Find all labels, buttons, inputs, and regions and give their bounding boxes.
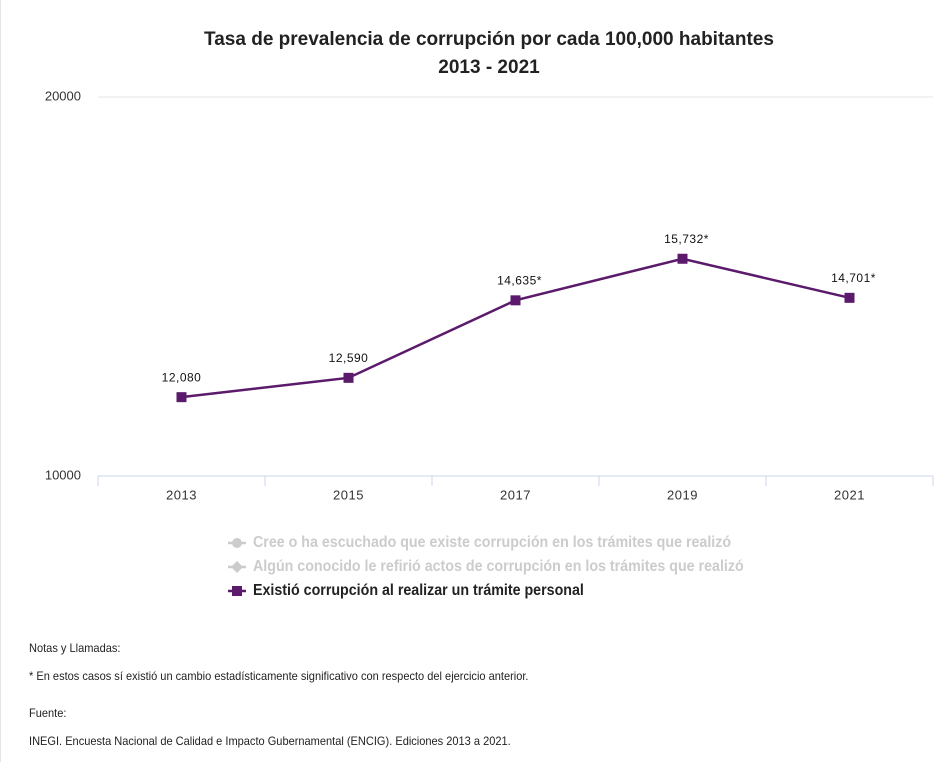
notes-text: * En estos casos sí existió un cambio es…: [29, 669, 529, 683]
x-tick-label: 2013: [166, 487, 197, 502]
data-label: 12,590: [329, 351, 369, 365]
legend-label: Algún conocido le refirió actos de corru…: [253, 559, 744, 576]
point: [677, 253, 688, 264]
data-label: 15,732*: [664, 232, 709, 246]
legend-symbol: [232, 538, 242, 548]
point: [176, 392, 187, 403]
chart-title: Tasa de prevalencia de corrupción por ca…: [204, 29, 774, 50]
point: [510, 295, 521, 306]
y-tick-label: 10000: [45, 467, 81, 482]
x-tick-label: 2017: [500, 487, 531, 502]
legend-symbol: [231, 561, 243, 573]
notes-title: Notas y Llamadas:: [29, 641, 121, 655]
legend-label: Cree o ha escuchado que existe corrupció…: [253, 535, 731, 552]
point: [844, 292, 855, 303]
point: [343, 372, 354, 383]
x-tick-label: 2019: [667, 487, 698, 502]
source-text: INEGI. Encuesta Nacional de Calidad e Im…: [29, 734, 511, 748]
chart: Tasa de prevalencia de corrupción por ca…: [45, 29, 934, 600]
data-label: 14,701*: [831, 271, 876, 285]
legend-symbol: [232, 586, 242, 596]
y-tick-label: 20000: [45, 88, 81, 103]
legend-label: Existió corrupción al realizar un trámit…: [253, 583, 584, 600]
source-title: Fuente:: [29, 706, 67, 720]
x-tick-label: 2015: [333, 487, 364, 502]
chart-subtitle: 2013 - 2021: [438, 57, 540, 78]
data-label: 14,635*: [497, 274, 542, 288]
data-label: 12,080: [162, 370, 202, 384]
x-tick-label: 2021: [834, 487, 865, 502]
